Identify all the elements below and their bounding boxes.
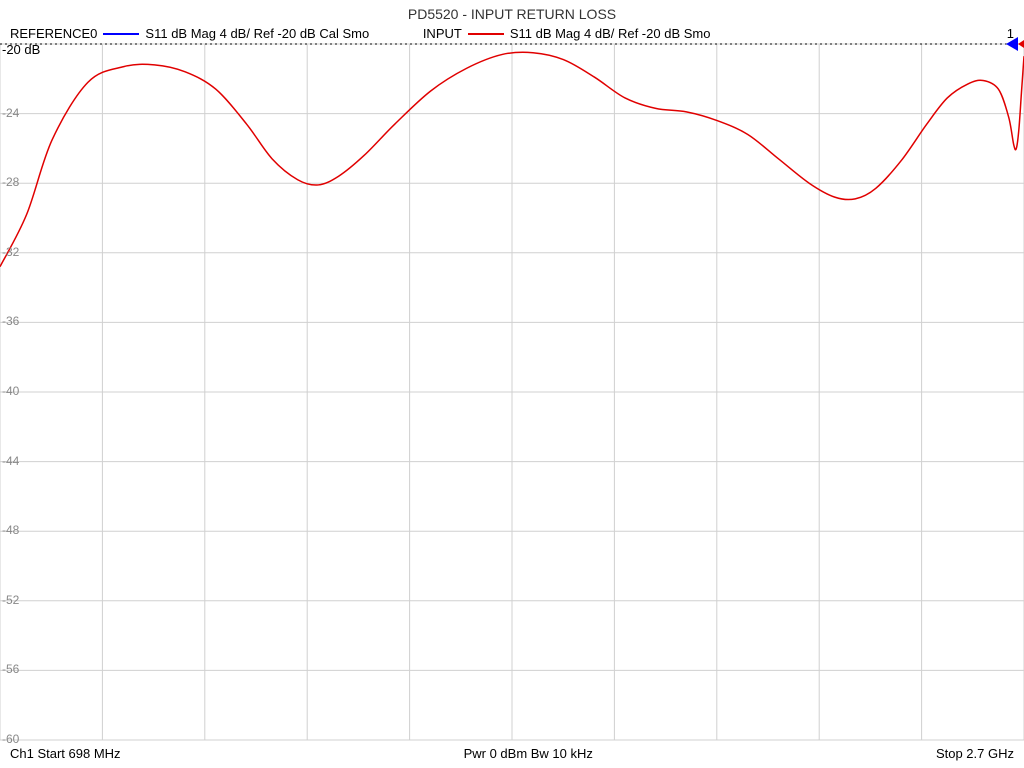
- footer-start: Ch1 Start 698 MHz: [10, 746, 121, 766]
- y-tick-label: -56: [2, 662, 19, 676]
- chart-container: { "chart": { "type": "line", "title": "P…: [0, 0, 1024, 768]
- y-tick-label: -24: [2, 106, 19, 120]
- y-tick-label: -52: [2, 593, 19, 607]
- footer-center: Pwr 0 dBm Bw 10 kHz: [464, 746, 593, 766]
- y-tick-label: -48: [2, 523, 19, 537]
- y-tick-label: -32: [2, 245, 19, 259]
- chart-footer: Ch1 Start 698 MHz Pwr 0 dBm Bw 10 kHz St…: [0, 746, 1024, 766]
- ref-line-label: -20 dB: [2, 42, 40, 57]
- footer-stop: Stop 2.7 GHz: [936, 746, 1014, 766]
- y-tick-label: -40: [2, 384, 19, 398]
- y-tick-label: -44: [2, 454, 19, 468]
- y-tick-label: -28: [2, 175, 19, 189]
- y-tick-label: -60: [2, 732, 19, 746]
- y-tick-label: -36: [2, 314, 19, 328]
- plot-area: [0, 0, 1024, 768]
